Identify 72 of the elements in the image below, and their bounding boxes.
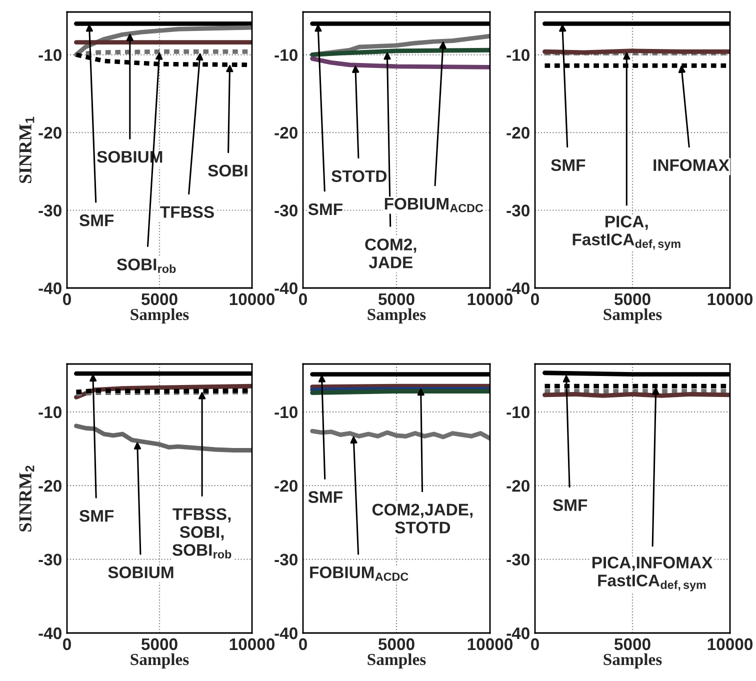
x-tick-label: 10000 (230, 293, 274, 306)
x-axis-title: Samples (130, 308, 189, 324)
y-axis-title: SINRM$_{1}$ (19, 116, 34, 183)
x-tick-label: 0 (299, 638, 307, 650)
y-tick-label: -30 (38, 204, 62, 216)
y-tick-label: -20 (274, 126, 298, 139)
x-tick-label: 0 (299, 293, 307, 306)
y-tick-label: -20 (38, 480, 62, 492)
x-axis-title: Samples (130, 653, 189, 669)
line-series (310, 428, 490, 441)
annotation: PICA,INFOMAX FastICA$_{def,sym}$ (592, 556, 713, 592)
y-tick-label: -10 (274, 49, 298, 61)
y-tick-label: -40 (38, 627, 62, 640)
annotation: FOBIUM$_{ACDC}$ (384, 198, 484, 212)
y-tick-label: -40 (506, 282, 530, 294)
x-tick-label: 10000 (468, 638, 512, 650)
y-tick-label: -30 (38, 554, 62, 566)
annotation: COM2, JADE (365, 238, 416, 268)
annotation: SOBIUM (108, 566, 174, 578)
x-tick-label: 5000 (141, 638, 178, 650)
y-tick-label: -40 (506, 627, 530, 640)
x-tick-label: 0 (63, 293, 71, 306)
x-tick-label: 5000 (141, 293, 178, 306)
annotation: FOBIUM$_{ACDC}$ (310, 566, 408, 581)
x-tick-label: 0 (63, 638, 71, 650)
y-tick-label: -10 (38, 49, 62, 61)
y-tick-label: -10 (506, 49, 530, 61)
y-tick-label: -40 (274, 282, 298, 294)
y-tick-label: -30 (274, 204, 298, 216)
y-tick-label: -20 (274, 480, 298, 492)
annotation: SMF (552, 499, 588, 512)
annotation: TFBSS (160, 206, 214, 218)
x-tick-label: 10000 (708, 293, 752, 306)
annotation: SMF (79, 214, 114, 226)
line-series (74, 424, 252, 452)
y-tick-label: -20 (38, 126, 62, 139)
y-tick-label: -40 (38, 282, 62, 294)
y-tick-label: -30 (506, 204, 530, 216)
y-tick-label: -10 (506, 406, 530, 418)
x-axis-title: Samples (604, 653, 662, 669)
x-tick-label: 10000 (230, 638, 274, 650)
annotation: SOBI$_{rob}$ (116, 258, 176, 273)
x-tick-label: 5000 (614, 293, 650, 306)
y-tick-label: -30 (506, 554, 530, 566)
annotation: PICA, FastICA$_{def,sym}$ (572, 216, 680, 250)
x-axis-title: Samples (604, 308, 662, 324)
x-tick-label: 5000 (614, 638, 650, 650)
y-tick-label: -30 (274, 554, 298, 566)
x-tick-label: 0 (531, 293, 539, 306)
y-tick-label: -20 (506, 126, 530, 139)
x-axis-title: Samples (368, 308, 426, 324)
y-tick-label: -20 (506, 480, 530, 492)
x-tick-label: 10000 (708, 638, 752, 650)
y-tick-label: -10 (38, 406, 62, 418)
line-series (310, 56, 490, 70)
x-tick-label: 10000 (468, 293, 512, 306)
annotation: INFOMAX (654, 159, 730, 172)
y-tick-label: -40 (274, 627, 298, 640)
annotation: SMF (551, 159, 586, 172)
annotation: TFBSS, SOBI, SOBI$_{rob}$ (172, 508, 232, 558)
annotation: SMF (308, 491, 342, 503)
y-tick-label: -10 (274, 406, 298, 418)
y-axis-title: SINRM$_{2}$ (19, 466, 34, 532)
x-tick-label: 5000 (378, 293, 414, 306)
annotation: COM2,JADE, STOTD (372, 504, 472, 534)
x-axis-title: Samples (368, 653, 426, 669)
annotation: SOBI (208, 164, 248, 177)
x-tick-label: 5000 (378, 638, 414, 650)
x-tick-label: 0 (531, 638, 539, 650)
annotation: SMF (79, 510, 114, 522)
annotation: STOTD (331, 170, 386, 182)
annotation: SMF (308, 203, 342, 216)
